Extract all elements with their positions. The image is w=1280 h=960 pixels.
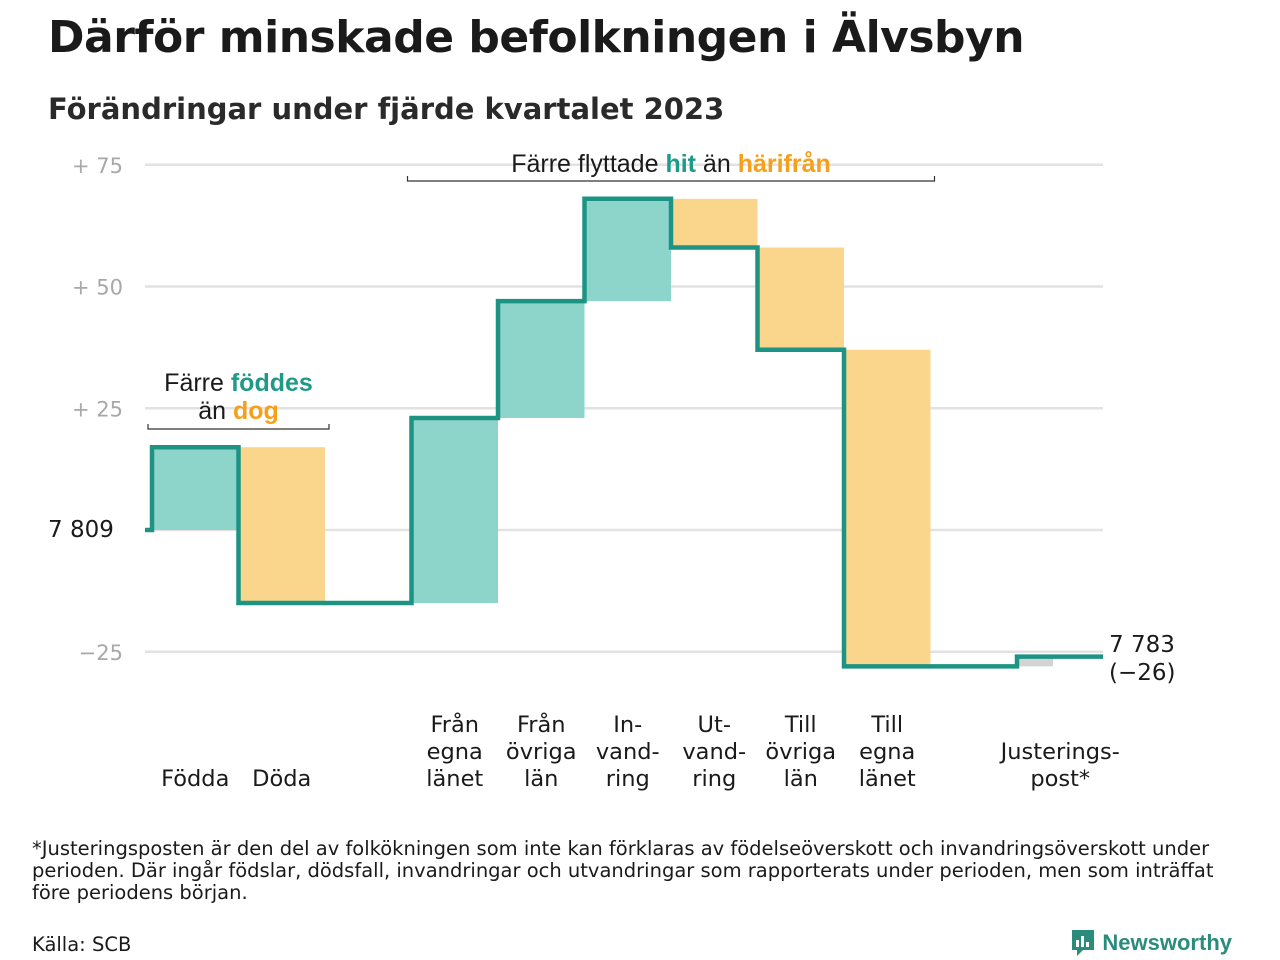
category-label: Till <box>784 712 817 738</box>
annotation-bracket <box>147 424 330 430</box>
y-tick-label: + 50 <box>72 276 123 300</box>
y-tick-label: −25 <box>79 641 123 665</box>
category-label: vand- <box>682 739 746 765</box>
category-label: egna <box>427 739 483 765</box>
annotation-part: Färre flyttade <box>511 150 665 178</box>
waterfall-bar <box>671 198 758 248</box>
category-label: In- <box>613 712 642 738</box>
source-label: Källa: SCB <box>32 933 132 956</box>
annotation-bracket <box>406 176 936 182</box>
category-label: ring <box>692 766 736 792</box>
category-label: Ut- <box>698 712 731 738</box>
category-label: övriga <box>765 739 836 765</box>
cumulative-line <box>145 196 1103 669</box>
annotation-part: härifrån <box>738 150 831 178</box>
category-label: länet <box>859 766 916 792</box>
waterfall-bar <box>757 247 844 350</box>
footnote: *Justeringsposten är den del av folkökni… <box>32 837 1214 904</box>
category-label: ring <box>606 766 650 792</box>
annotation-part: hit <box>665 150 696 178</box>
category-label: vand- <box>596 739 660 765</box>
category-label: länet <box>426 766 483 792</box>
y-tick-label: + 75 <box>72 154 123 178</box>
annotation-part: än <box>696 150 738 178</box>
waterfall-bar <box>411 417 498 604</box>
chart-title: Därför minskade befolkningen i Älvsbyn <box>48 12 1025 63</box>
category-label: Födda <box>161 766 229 792</box>
end-value-label: 7 783 <box>1109 632 1175 658</box>
annotation-part: föddes <box>231 369 313 397</box>
y-tick-label: + 25 <box>72 397 123 421</box>
newsworthy-logo-icon <box>1072 930 1095 956</box>
waterfall-bar <box>152 447 239 530</box>
waterfall-bar <box>584 198 671 302</box>
brand: Newsworthy <box>1070 928 1232 958</box>
annotation-text: Färre föddes <box>164 369 313 397</box>
annotation-text: än dog <box>198 397 279 425</box>
waterfall-bar <box>844 349 931 667</box>
waterfall-bar <box>1017 656 1053 667</box>
annotation-part: Färre <box>164 369 231 397</box>
annotation-text: Färre flyttade hit än härifrån <box>511 150 831 178</box>
waterfall-bar <box>238 447 325 604</box>
brand-name: Newsworthy <box>1102 930 1232 955</box>
category-label: län <box>524 766 558 792</box>
category-label: egna <box>859 739 915 765</box>
category-label: Från <box>430 710 479 738</box>
category-label: Från <box>517 710 566 738</box>
annotation-part: dog <box>233 397 279 425</box>
end-change-label: (−26) <box>1109 660 1175 686</box>
chart-subtitle: Förändringar under fjärde kvartalet 2023 <box>48 92 725 126</box>
category-label: Döda <box>252 766 311 792</box>
waterfall-bar <box>498 301 585 418</box>
category-label: post* <box>1030 766 1090 792</box>
category-label: Till <box>870 712 903 738</box>
category-label: län <box>784 766 818 792</box>
category-label: övriga <box>506 739 577 765</box>
annotation-part: än <box>198 397 233 425</box>
category-label: Justerings- <box>999 739 1120 765</box>
start-value-label: 7 809 <box>48 517 114 543</box>
